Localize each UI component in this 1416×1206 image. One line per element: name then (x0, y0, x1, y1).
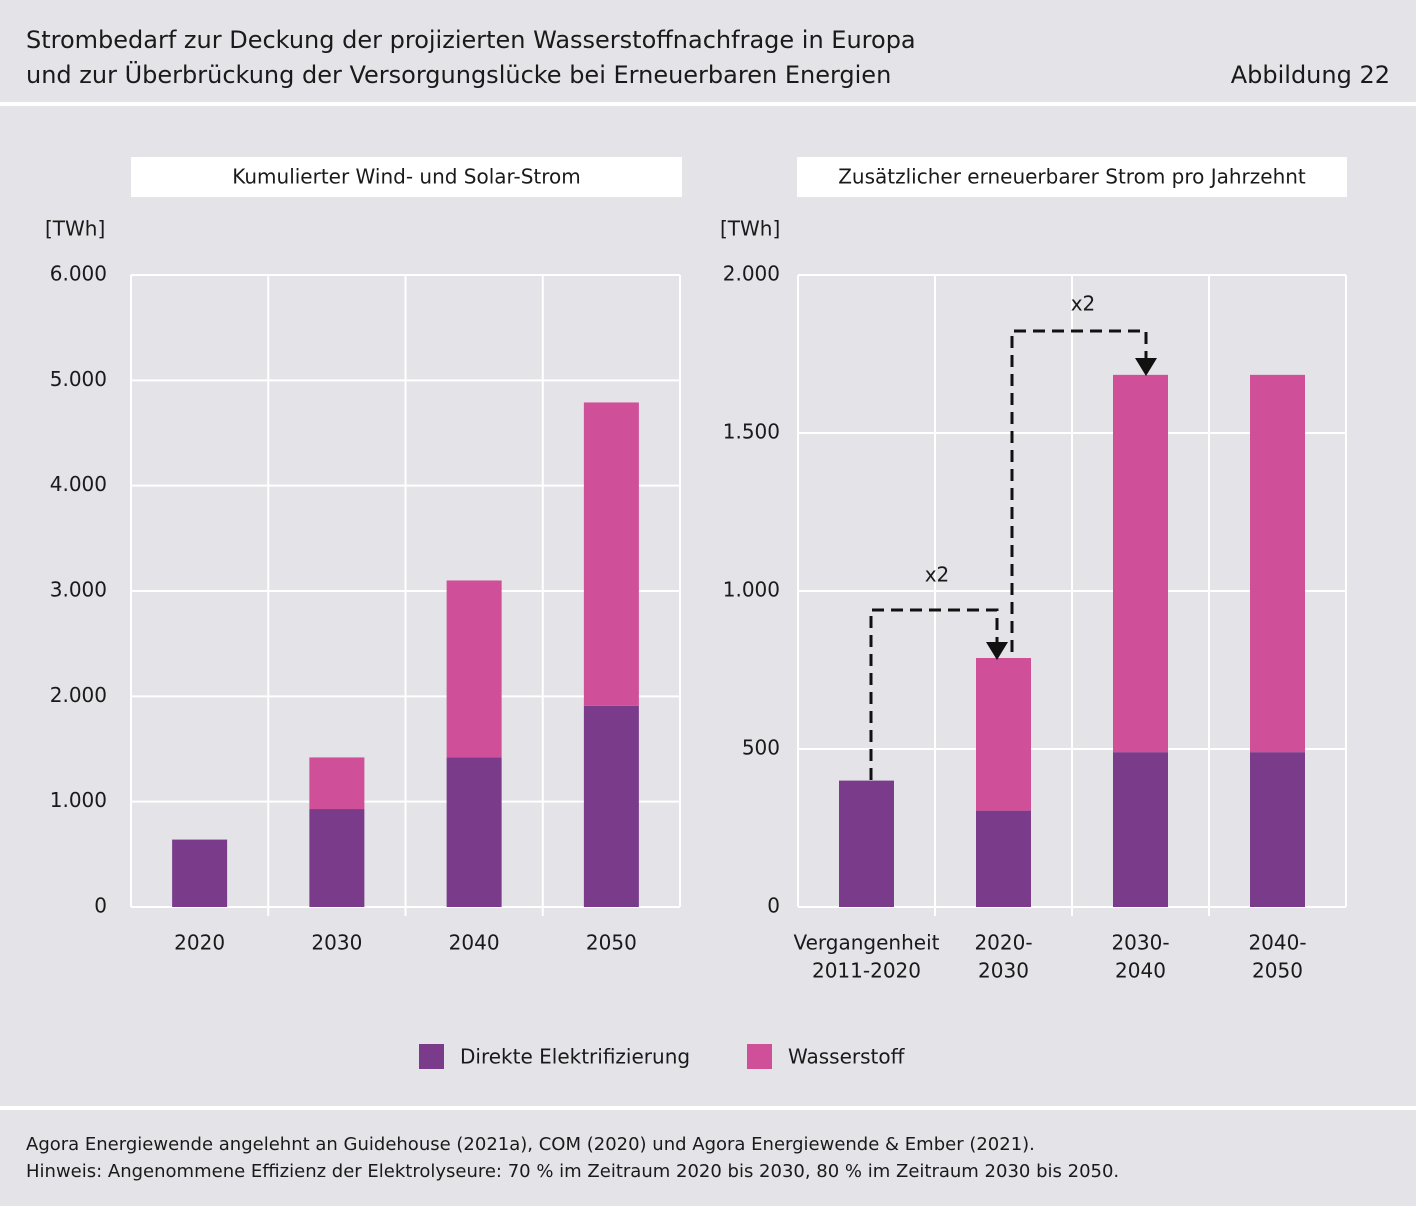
dashed-arrow (1010, 329, 1148, 652)
y-tick-label: 3.000 (50, 578, 107, 602)
title-line: Strombedarf zur Deckung der projizierten… (26, 26, 916, 54)
bar-segment (1250, 374, 1305, 753)
legend-label: Direkte Elektrifizierung (460, 1045, 690, 1069)
bar-segment (446, 580, 502, 758)
y-tick-label: 6.000 (50, 262, 107, 286)
x-tick-label: 2030 (311, 931, 362, 955)
arrow-head (986, 642, 1008, 660)
dashed-arrow (869, 608, 999, 780)
x-tick-label: 2050 (586, 931, 637, 955)
x-tick-label: 2011-2020 (812, 959, 921, 983)
note: Hinweis: Angenommene Effizienz der Elekt… (26, 1161, 1119, 1182)
separator (0, 1106, 1416, 1110)
axis-unit: [TWh] (720, 217, 780, 241)
bar-segment (976, 657, 1031, 811)
panel-title-box (797, 157, 1347, 197)
y-tick-label: 0 (94, 894, 107, 918)
y-tick-label: 0 (767, 894, 780, 918)
x-tick-label: 2030- (1111, 931, 1169, 955)
arrow-head (1135, 358, 1157, 376)
x-tick-label: Vergangenheit (794, 931, 940, 955)
panel-title-box (131, 157, 682, 197)
x-tick-label: 2020- (974, 931, 1032, 955)
legend-swatch (747, 1044, 772, 1069)
x-tick-label: 2020 (174, 931, 225, 955)
x-tick-label: 2030 (978, 959, 1029, 983)
legend-swatch (419, 1044, 444, 1069)
separator (0, 102, 1416, 106)
bar-segment (1250, 752, 1305, 907)
y-tick-label: 500 (742, 736, 780, 760)
y-tick-label: 5.000 (50, 367, 107, 391)
y-tick-label: 1.500 (723, 420, 780, 444)
title-line: und zur Überbrückung der Versorgungslück… (26, 60, 891, 89)
legend-label: Wasserstoff (788, 1045, 906, 1069)
y-tick-label: 2.000 (723, 262, 780, 286)
annotation: x2 (925, 563, 950, 587)
bar-segment (976, 810, 1031, 907)
x-tick-label: 2040- (1248, 931, 1306, 955)
x-tick-label: 2040 (449, 931, 500, 955)
bar-segment (309, 757, 365, 810)
x-tick-label: 2050 (1252, 959, 1303, 983)
y-tick-label: 4.000 (50, 472, 107, 496)
y-tick-label: 2.000 (50, 683, 107, 707)
bar-segment (1113, 752, 1168, 907)
bar-segment (583, 705, 639, 907)
panel-title: Zusätzlicher erneuerbarer Strom pro Jahr… (838, 165, 1306, 189)
panel-title: Kumulierter Wind- und Solar-Strom (232, 165, 581, 189)
x-tick-label: 2040 (1115, 959, 1166, 983)
bar-segment (583, 402, 639, 706)
source: Agora Energiewende angelehnt an Guidehou… (26, 1134, 1035, 1155)
bar-segment (1113, 374, 1168, 753)
y-tick-label: 1.000 (50, 788, 107, 812)
axis-unit: [TWh] (45, 217, 105, 241)
annotation: x2 (1071, 292, 1096, 316)
y-tick-label: 1.000 (723, 578, 780, 602)
bar-segment (172, 839, 228, 907)
figure-label: Abbildung 22 (1231, 61, 1390, 89)
bar-segment (446, 757, 502, 907)
bar-segment (839, 780, 894, 907)
bar-segment (309, 809, 365, 907)
